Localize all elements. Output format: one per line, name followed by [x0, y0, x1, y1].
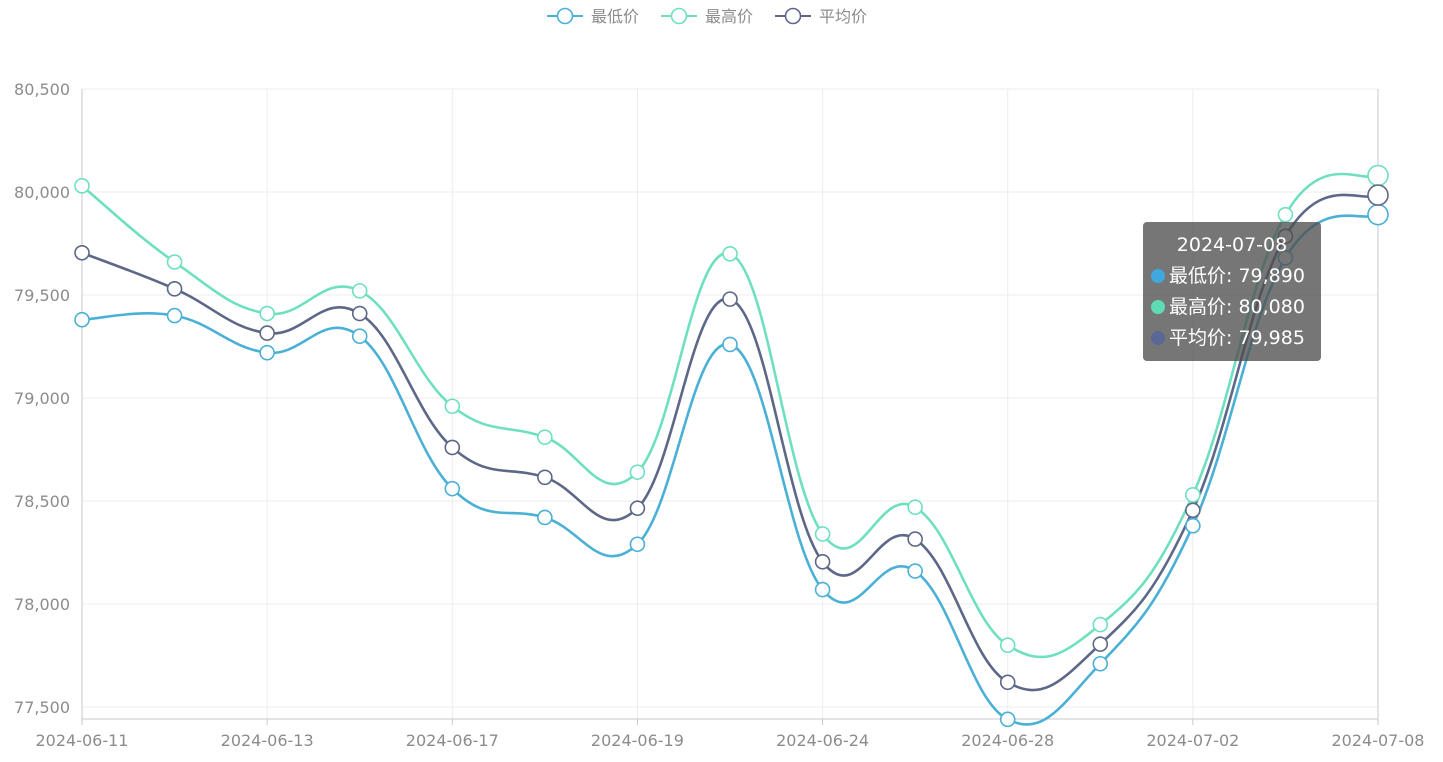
x-tick-label: 2024-06-11	[36, 731, 129, 750]
x-tick-label: 2024-06-24	[776, 731, 869, 750]
x-tick-label: 2024-06-28	[961, 731, 1054, 750]
data-point-avg	[166, 281, 183, 297]
data-point-min	[907, 563, 923, 579]
series-line-min	[81, 213, 1379, 726]
y-tick-label: 79,500	[14, 286, 70, 305]
legend-item-max[interactable]: 最高价	[661, 7, 753, 26]
tooltip-row-min: 最低价: 79,890	[1151, 261, 1321, 292]
chart-tooltip: 2024-07-08 最低价: 79,890 最高价: 80,080 平均价: …	[1143, 222, 1321, 361]
data-point-avg	[907, 531, 923, 547]
data-point-min	[1367, 203, 1389, 226]
legend-label: 平均价	[819, 7, 867, 26]
data-point-max	[1092, 616, 1109, 633]
tooltip-value-max: 80,080	[1238, 296, 1305, 318]
data-point-avg	[722, 291, 738, 307]
data-point-min	[629, 536, 646, 553]
data-point-max	[814, 526, 831, 542]
data-point-avg	[1367, 184, 1389, 206]
data-point-min	[1092, 655, 1109, 672]
data-point-min	[259, 344, 275, 361]
tooltip-label-max: 最高价	[1169, 296, 1227, 318]
tooltip-row-avg: 平均价: 79,985	[1151, 323, 1321, 354]
data-point-avg	[814, 553, 831, 570]
tooltip-dot-avg	[1151, 331, 1165, 345]
data-point-avg	[999, 674, 1016, 691]
data-point-max	[1367, 164, 1389, 187]
tooltip-title: 2024-07-08	[1176, 234, 1288, 256]
data-point-min	[814, 581, 831, 598]
y-tick-label: 78,500	[14, 492, 70, 511]
tooltip-dot-min	[1151, 269, 1165, 283]
data-point-avg	[444, 439, 461, 456]
x-tick-label: 2024-06-19	[591, 731, 684, 750]
data-point-max	[259, 305, 275, 322]
tooltip-row-max: 最高价: 80,080	[1151, 292, 1321, 323]
data-point-avg	[629, 500, 646, 517]
grid-lines	[82, 88, 1378, 719]
series-line-avg	[81, 193, 1379, 692]
data-point-max	[629, 464, 646, 480]
y-tick-label: 78,000	[14, 595, 70, 614]
data-point-min	[166, 307, 183, 324]
data-point-max	[74, 178, 90, 194]
y-tick-label: 80,000	[14, 183, 70, 202]
x-tick-label: 2024-07-02	[1146, 731, 1239, 750]
legend-item-avg[interactable]: 平均价	[775, 7, 867, 26]
data-point-max	[166, 254, 183, 270]
data-point-avg	[537, 469, 553, 486]
tooltip-value-avg: 79,985	[1238, 327, 1305, 349]
data-point-max	[907, 499, 923, 515]
legend-marker-icon	[784, 7, 802, 25]
x-tick-label: 2024-06-17	[406, 731, 499, 750]
data-point-min	[722, 336, 738, 353]
series-points	[74, 164, 1389, 728]
tooltip-dot-max	[1151, 300, 1165, 314]
data-point-max	[722, 246, 738, 262]
data-point-min	[999, 711, 1016, 728]
data-point-avg	[259, 325, 275, 341]
data-point-min	[74, 311, 90, 328]
legend-marker-icon	[556, 7, 574, 25]
data-point-max	[351, 283, 368, 299]
data-point-avg	[1185, 502, 1201, 519]
y-tick-label: 79,000	[14, 389, 70, 408]
data-point-min	[1185, 517, 1201, 534]
data-point-min	[351, 328, 368, 345]
data-point-max	[999, 637, 1016, 654]
data-point-min	[444, 480, 461, 497]
y-tick-label: 77,500	[14, 698, 70, 717]
tooltip-value-min: 79,890	[1238, 265, 1305, 287]
data-point-max	[444, 398, 461, 415]
legend-item-min[interactable]: 最低价	[547, 7, 639, 26]
legend-label: 最高价	[705, 7, 753, 26]
x-tick-label: 2024-06-13	[221, 731, 314, 750]
data-point-avg	[351, 305, 368, 322]
data-point-avg	[1092, 636, 1109, 652]
tooltip-label-min: 最低价	[1169, 265, 1227, 287]
series-lines	[81, 172, 1379, 726]
legend[interactable]: 最低价 最高价 平均价	[547, 7, 867, 26]
data-point-min	[537, 509, 553, 526]
legend-marker-icon	[670, 7, 688, 25]
data-point-avg	[74, 244, 90, 261]
legend-label: 最低价	[591, 7, 639, 26]
series-line-max	[81, 172, 1379, 659]
x-tick-label: 2024-07-08	[1332, 731, 1425, 750]
axes: 80,500 80,000 79,500 79,000 78,500 78,000 77,5…	[14, 80, 1424, 750]
y-tick-label: 80,500	[14, 80, 70, 99]
data-point-max	[1185, 487, 1201, 503]
data-point-max	[1277, 206, 1294, 223]
data-point-max	[537, 429, 553, 445]
tooltip-label-avg: 平均价	[1169, 327, 1227, 349]
